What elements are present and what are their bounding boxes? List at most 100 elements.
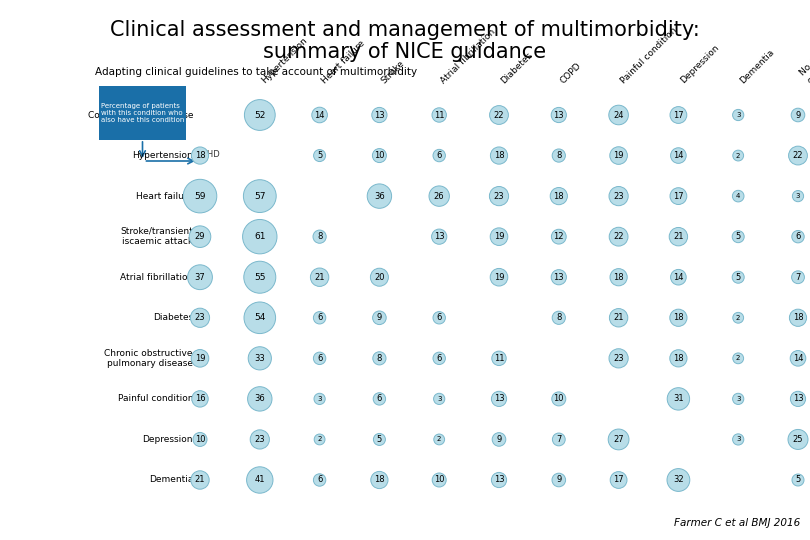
Text: 14: 14 bbox=[673, 151, 684, 160]
Text: 22: 22 bbox=[494, 111, 505, 119]
Circle shape bbox=[733, 312, 744, 323]
Circle shape bbox=[433, 150, 446, 162]
Text: 14: 14 bbox=[673, 273, 684, 282]
Text: Painful condition: Painful condition bbox=[117, 394, 193, 403]
Circle shape bbox=[434, 434, 445, 445]
Text: 17: 17 bbox=[613, 476, 624, 484]
Text: 13: 13 bbox=[493, 394, 505, 403]
Text: 23: 23 bbox=[493, 192, 505, 201]
Circle shape bbox=[552, 392, 566, 406]
Circle shape bbox=[489, 186, 509, 206]
Text: 36: 36 bbox=[254, 394, 265, 403]
Circle shape bbox=[791, 108, 805, 122]
Text: 2: 2 bbox=[437, 436, 441, 442]
Text: 13: 13 bbox=[553, 273, 564, 282]
Circle shape bbox=[609, 105, 629, 125]
Text: 6: 6 bbox=[317, 313, 322, 322]
Circle shape bbox=[246, 467, 273, 493]
Circle shape bbox=[791, 271, 804, 284]
Circle shape bbox=[791, 350, 806, 366]
Circle shape bbox=[191, 471, 209, 489]
Text: 18: 18 bbox=[553, 192, 564, 201]
Text: 2: 2 bbox=[736, 355, 740, 361]
Circle shape bbox=[373, 393, 386, 405]
Text: 19: 19 bbox=[494, 232, 505, 241]
Circle shape bbox=[433, 352, 446, 365]
Circle shape bbox=[188, 265, 212, 289]
Circle shape bbox=[610, 471, 627, 488]
Circle shape bbox=[609, 186, 629, 206]
Circle shape bbox=[190, 308, 210, 327]
Circle shape bbox=[367, 184, 391, 208]
Text: 6: 6 bbox=[317, 476, 322, 484]
Circle shape bbox=[789, 146, 808, 165]
Circle shape bbox=[373, 311, 386, 325]
Text: 22: 22 bbox=[793, 151, 804, 160]
Text: Stroke/transient
iscaemic attack: Stroke/transient iscaemic attack bbox=[120, 227, 193, 246]
Circle shape bbox=[732, 434, 744, 445]
Circle shape bbox=[671, 269, 686, 285]
Circle shape bbox=[373, 148, 386, 163]
Text: 54: 54 bbox=[254, 313, 266, 322]
Circle shape bbox=[183, 179, 217, 213]
FancyBboxPatch shape bbox=[99, 86, 186, 140]
Circle shape bbox=[492, 351, 506, 366]
Circle shape bbox=[191, 349, 209, 367]
Circle shape bbox=[733, 353, 744, 364]
Circle shape bbox=[609, 349, 629, 368]
Circle shape bbox=[670, 188, 687, 205]
Text: No other
condition: No other condition bbox=[798, 42, 810, 85]
Circle shape bbox=[244, 302, 275, 334]
Text: 6: 6 bbox=[377, 394, 382, 403]
Circle shape bbox=[310, 268, 329, 286]
Circle shape bbox=[732, 231, 744, 242]
Circle shape bbox=[370, 268, 389, 286]
Text: 23: 23 bbox=[194, 313, 205, 322]
Text: Percentage of patients
with this condition who
also have this condition: Percentage of patients with this conditi… bbox=[100, 103, 184, 123]
Text: 32: 32 bbox=[673, 476, 684, 484]
Text: 4: 4 bbox=[736, 193, 740, 199]
Text: Adapting clinical guidelines to take account of multimorbidity: Adapting clinical guidelines to take acc… bbox=[95, 67, 417, 77]
Text: 5: 5 bbox=[377, 435, 382, 444]
Text: Atrial fibrillation: Atrial fibrillation bbox=[439, 27, 497, 85]
Text: 23: 23 bbox=[254, 435, 265, 444]
Circle shape bbox=[432, 229, 447, 244]
Text: 13: 13 bbox=[553, 111, 564, 119]
Circle shape bbox=[490, 228, 508, 246]
Circle shape bbox=[248, 347, 271, 370]
Circle shape bbox=[792, 474, 804, 486]
Circle shape bbox=[489, 106, 509, 124]
Circle shape bbox=[243, 219, 277, 254]
Circle shape bbox=[248, 387, 272, 411]
Text: Hypertension: Hypertension bbox=[260, 36, 309, 85]
Text: Coronary heart disease: Coronary heart disease bbox=[87, 111, 193, 119]
Circle shape bbox=[432, 108, 446, 122]
Text: 57: 57 bbox=[254, 192, 266, 201]
Text: 18: 18 bbox=[673, 354, 684, 363]
Text: Heart failure: Heart failure bbox=[136, 192, 193, 201]
Circle shape bbox=[429, 186, 450, 206]
Text: 7: 7 bbox=[795, 273, 801, 282]
Text: Depression: Depression bbox=[679, 43, 720, 85]
Text: 5: 5 bbox=[317, 151, 322, 160]
Circle shape bbox=[433, 312, 446, 324]
Text: 6: 6 bbox=[795, 232, 801, 241]
Text: 6: 6 bbox=[437, 313, 442, 322]
Text: 5: 5 bbox=[795, 476, 800, 484]
Text: 18: 18 bbox=[673, 313, 684, 322]
Circle shape bbox=[667, 388, 689, 410]
Circle shape bbox=[490, 147, 508, 164]
Circle shape bbox=[792, 191, 804, 202]
Text: 36: 36 bbox=[374, 192, 385, 201]
Text: Atrial fibrillation: Atrial fibrillation bbox=[120, 273, 193, 282]
Circle shape bbox=[608, 429, 629, 450]
Text: 26: 26 bbox=[434, 192, 445, 201]
Circle shape bbox=[732, 393, 744, 404]
Circle shape bbox=[732, 190, 744, 202]
Circle shape bbox=[667, 469, 690, 491]
Text: 6: 6 bbox=[437, 354, 442, 363]
Text: summary of NICE guidance: summary of NICE guidance bbox=[263, 42, 547, 62]
Text: 7: 7 bbox=[556, 435, 561, 444]
Text: 55: 55 bbox=[254, 273, 266, 282]
Text: 6: 6 bbox=[437, 151, 442, 160]
